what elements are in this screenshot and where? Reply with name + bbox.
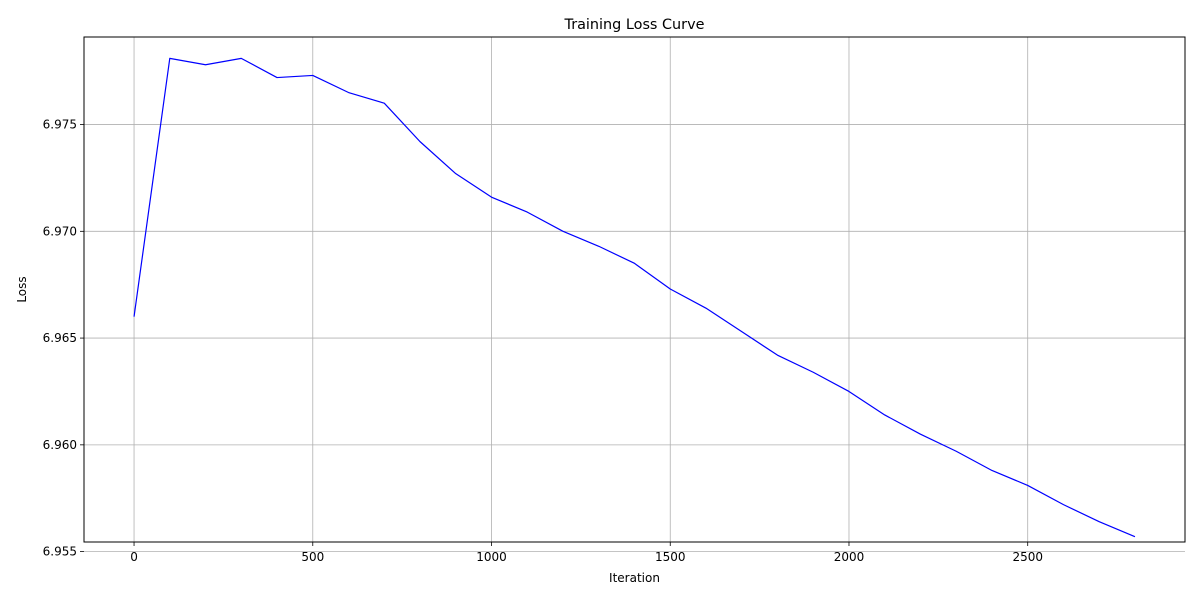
x-tick-label: 2500 xyxy=(1012,550,1043,564)
y-axis-label: Loss xyxy=(15,276,29,302)
y-tick-label: 6.965 xyxy=(43,331,77,345)
y-axis-ticks: 6.955 6.960 6.965 6.970 6.975 xyxy=(43,118,84,559)
x-tick-label: 2000 xyxy=(834,550,865,564)
y-tick-label: 6.975 xyxy=(43,118,77,132)
plot-frame xyxy=(83,36,1186,543)
series-line-group xyxy=(133,57,1136,538)
y-tick-label: 6.970 xyxy=(43,224,77,238)
loss-series-line xyxy=(133,57,1136,538)
x-axis-label: Iteration xyxy=(609,571,660,585)
x-tick-label: 1500 xyxy=(655,550,686,564)
x-tick-label: 500 xyxy=(301,550,324,564)
grid-lines xyxy=(84,37,1185,553)
x-tick-label: 0 xyxy=(130,550,138,564)
y-tick-label: 6.955 xyxy=(43,545,77,559)
x-axis-ticks: 0 500 1000 1500 2000 2500 xyxy=(130,542,1043,564)
y-tick-label: 6.960 xyxy=(43,438,77,452)
chart-title: Training Loss Curve xyxy=(564,17,705,33)
x-tick-label: 1000 xyxy=(476,550,507,564)
